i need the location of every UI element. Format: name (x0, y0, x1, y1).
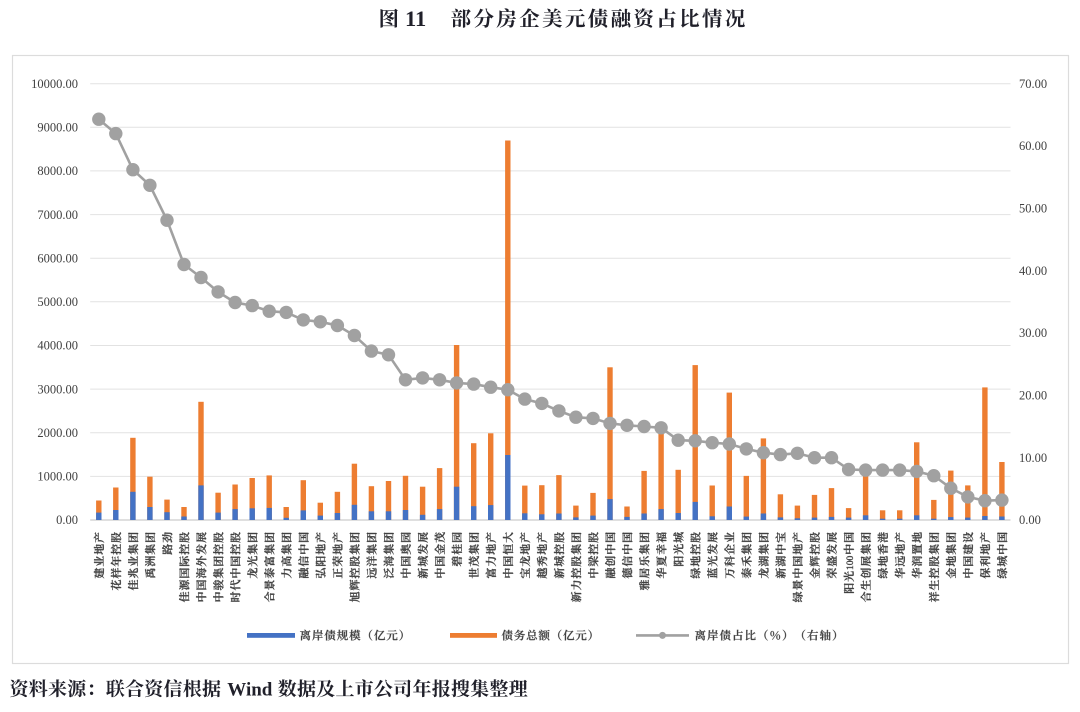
svg-text:50.00: 50.00 (1019, 202, 1047, 216)
svg-text:0.00: 0.00 (56, 513, 78, 527)
svg-text:100: 100 (846, 556, 856, 571)
svg-text:1000.00: 1000.00 (37, 470, 78, 484)
svg-text:5000.00: 5000.00 (37, 295, 78, 309)
svg-text:20.00: 20.00 (1019, 389, 1047, 403)
svg-text:70.00: 70.00 (1019, 77, 1047, 91)
svg-text:4000.00: 4000.00 (37, 339, 78, 353)
svg-text:11: 11 (405, 6, 426, 31)
svg-text:8000.00: 8000.00 (37, 164, 78, 178)
svg-text:2000.00: 2000.00 (37, 426, 78, 440)
svg-text:30.00: 30.00 (1019, 326, 1047, 340)
svg-text:10000.00: 10000.00 (31, 77, 78, 91)
svg-text:6000.00: 6000.00 (37, 251, 78, 265)
svg-text:0.00: 0.00 (1019, 513, 1041, 527)
svg-text:3000.00: 3000.00 (37, 382, 78, 396)
svg-text:40.00: 40.00 (1019, 264, 1047, 278)
svg-text:60.00: 60.00 (1019, 139, 1047, 153)
svg-text:7000.00: 7000.00 (37, 208, 78, 222)
svg-text:10.00: 10.00 (1019, 451, 1047, 465)
svg-text:Wind: Wind (227, 680, 273, 701)
svg-text:9000.00: 9000.00 (37, 121, 78, 135)
